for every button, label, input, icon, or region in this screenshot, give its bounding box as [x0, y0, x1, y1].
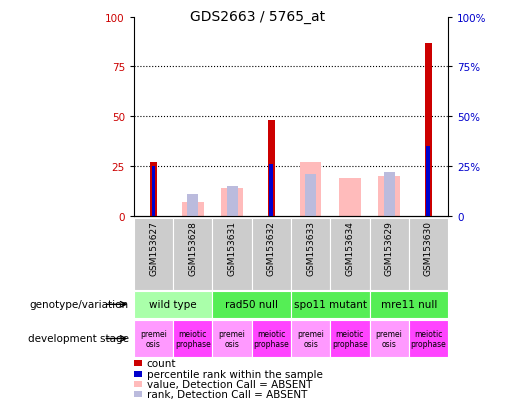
Text: meiotic
prophase: meiotic prophase	[253, 329, 289, 348]
Bar	[134, 218, 173, 290]
Text: meiotic
prophase: meiotic prophase	[410, 329, 447, 348]
Bar	[182, 202, 203, 216]
Text: GSM153631: GSM153631	[228, 220, 236, 275]
Text: value, Detection Call = ABSENT: value, Detection Call = ABSENT	[147, 379, 312, 389]
Bar	[409, 320, 448, 357]
Text: GSM153628: GSM153628	[188, 220, 197, 275]
Text: percentile rank within the sample: percentile rank within the sample	[147, 369, 323, 379]
Bar	[384, 172, 394, 216]
Bar	[291, 320, 330, 357]
Bar	[151, 166, 156, 216]
Text: GSM153634: GSM153634	[346, 220, 354, 275]
Text: meiotic
prophase: meiotic prophase	[332, 329, 368, 348]
Bar	[212, 320, 252, 357]
Bar	[212, 291, 291, 318]
Bar	[269, 164, 273, 216]
Bar	[305, 174, 316, 216]
Text: GSM153629: GSM153629	[385, 220, 393, 275]
Text: GSM153627: GSM153627	[149, 220, 158, 275]
Text: genotype/variation: genotype/variation	[30, 299, 129, 310]
Bar	[173, 320, 212, 357]
Bar	[252, 218, 291, 290]
Bar	[425, 43, 432, 216]
Text: spo11 mutant: spo11 mutant	[294, 299, 367, 310]
Bar	[134, 291, 212, 318]
Bar	[369, 218, 409, 290]
Bar	[252, 320, 291, 357]
Bar	[173, 218, 212, 290]
Text: rank, Detection Call = ABSENT: rank, Detection Call = ABSENT	[147, 389, 307, 399]
Bar	[300, 162, 321, 216]
Text: count: count	[147, 358, 176, 368]
Bar	[150, 162, 157, 216]
Bar	[212, 218, 252, 290]
Bar	[268, 121, 275, 216]
Text: premei
osis: premei osis	[219, 329, 246, 348]
Bar	[291, 291, 370, 318]
Bar	[330, 218, 369, 290]
Bar	[409, 218, 448, 290]
Text: mre11 null: mre11 null	[381, 299, 437, 310]
Text: GSM153632: GSM153632	[267, 220, 276, 275]
Bar	[291, 218, 330, 290]
Text: wild type: wild type	[149, 299, 197, 310]
Text: premei
osis: premei osis	[297, 329, 324, 348]
Text: premei
osis: premei osis	[376, 329, 403, 348]
Bar	[221, 188, 243, 216]
Text: GDS2663 / 5765_at: GDS2663 / 5765_at	[190, 10, 325, 24]
Bar	[227, 186, 237, 216]
Bar	[369, 291, 448, 318]
Text: development stage: development stage	[28, 334, 129, 344]
Text: premei
osis: premei osis	[140, 329, 167, 348]
Bar	[339, 178, 360, 216]
Bar	[134, 320, 173, 357]
Text: rad50 null: rad50 null	[225, 299, 278, 310]
Bar	[330, 320, 369, 357]
Bar	[369, 320, 409, 357]
Bar	[426, 147, 431, 216]
Bar	[187, 194, 198, 216]
Text: GSM153630: GSM153630	[424, 220, 433, 275]
Text: meiotic
prophase: meiotic prophase	[175, 329, 211, 348]
Bar	[379, 176, 400, 216]
Text: GSM153633: GSM153633	[306, 220, 315, 275]
